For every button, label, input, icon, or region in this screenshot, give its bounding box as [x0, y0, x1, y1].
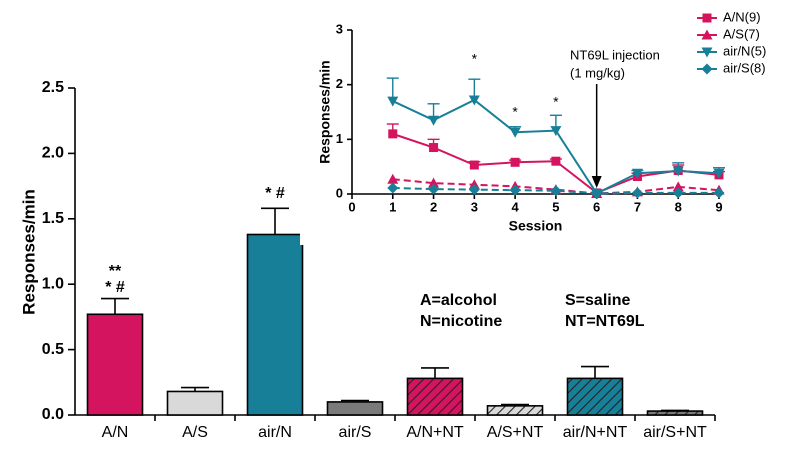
x-tick-label: 7	[634, 199, 641, 214]
marker	[591, 187, 603, 199]
annotation: *	[512, 104, 518, 120]
bar	[646, 410, 704, 416]
marker	[713, 168, 725, 179]
legend-marker	[701, 47, 713, 58]
bar	[326, 401, 384, 416]
annotation: N=nicotine	[420, 313, 502, 330]
x-tick-label: air/N	[258, 424, 292, 441]
legend-marker	[701, 29, 713, 40]
marker	[509, 184, 521, 196]
x-tick-label: A/S	[182, 424, 208, 441]
annotation: *	[472, 51, 478, 67]
marker	[387, 96, 399, 107]
marker	[388, 129, 398, 139]
annotation: (1 mg/kg)	[570, 65, 625, 80]
marker	[468, 184, 480, 196]
x-tick-label: A/N+NT	[406, 424, 464, 441]
annotation: S=saline	[565, 292, 630, 309]
y-tick-label: 0.0	[42, 406, 64, 423]
y-tick-label: 2	[336, 76, 343, 91]
legend-label: A/N(9)	[723, 9, 761, 24]
marker	[510, 157, 520, 167]
x-tick-label: 4	[511, 199, 519, 214]
marker	[672, 181, 684, 192]
annotation: NT=NT69L	[565, 313, 645, 330]
marker	[428, 115, 440, 126]
y-tick-label: 1.5	[42, 210, 64, 227]
marker	[428, 183, 440, 195]
x-tick-label: 2	[430, 199, 437, 214]
bar	[166, 390, 224, 416]
marker	[672, 166, 684, 177]
y-tick-label: 0.5	[42, 341, 64, 358]
y-tick-label: 3	[336, 21, 343, 36]
annotation: A=alcohol	[420, 292, 497, 309]
marker	[550, 126, 562, 137]
legend-label: A/S(7)	[723, 26, 760, 41]
inset-bg	[300, 0, 790, 245]
marker	[428, 177, 440, 188]
bar	[566, 377, 624, 416]
annotation: *	[553, 94, 559, 110]
x-tick-label: A/N	[102, 424, 129, 441]
bar	[246, 233, 304, 416]
x-tick-label: air/S+NT	[643, 424, 707, 441]
marker	[713, 187, 725, 199]
marker	[672, 187, 684, 199]
legend-marker	[702, 13, 712, 23]
x-tick-label: 3	[471, 199, 478, 214]
x-tick-label: 1	[389, 199, 396, 214]
annotation: **	[109, 263, 122, 280]
legend-label: air/S(8)	[723, 60, 766, 75]
y-axis-label: Responses/min	[19, 189, 38, 315]
marker	[551, 156, 561, 166]
y-tick-label: 0	[336, 185, 343, 200]
bar	[86, 313, 144, 416]
annotation: NT69L injection	[570, 47, 660, 62]
marker	[631, 187, 643, 199]
marker	[387, 173, 399, 184]
marker	[468, 95, 480, 106]
legend-marker	[701, 63, 713, 75]
x-tick-label: 8	[675, 199, 682, 214]
x-tick-label: 5	[552, 199, 559, 214]
x-axis-label: Session	[509, 218, 563, 234]
legend-label: air/N(5)	[723, 43, 766, 58]
bar	[406, 377, 464, 416]
y-tick-label: 2.5	[42, 79, 64, 96]
y-tick-label: 2.0	[42, 145, 64, 162]
marker	[387, 182, 399, 194]
arrow-head	[591, 176, 602, 188]
y-tick-label: 1	[336, 131, 343, 146]
marker	[509, 127, 521, 138]
x-tick-label: A/S+NT	[487, 424, 544, 441]
marker	[550, 185, 562, 197]
bar	[486, 405, 544, 416]
y-axis-label: Responses/min	[317, 60, 333, 163]
annotation: * #	[265, 185, 285, 202]
x-tick-label: 9	[715, 199, 722, 214]
x-tick-label: 0	[348, 199, 355, 214]
x-tick-label: air/S	[339, 424, 372, 441]
x-tick-label: air/N+NT	[563, 424, 628, 441]
annotation: * #	[105, 279, 125, 296]
marker	[631, 168, 643, 179]
x-tick-label: 6	[593, 199, 600, 214]
y-tick-label: 1.0	[42, 275, 64, 292]
marker	[469, 160, 479, 170]
marker	[429, 143, 439, 153]
